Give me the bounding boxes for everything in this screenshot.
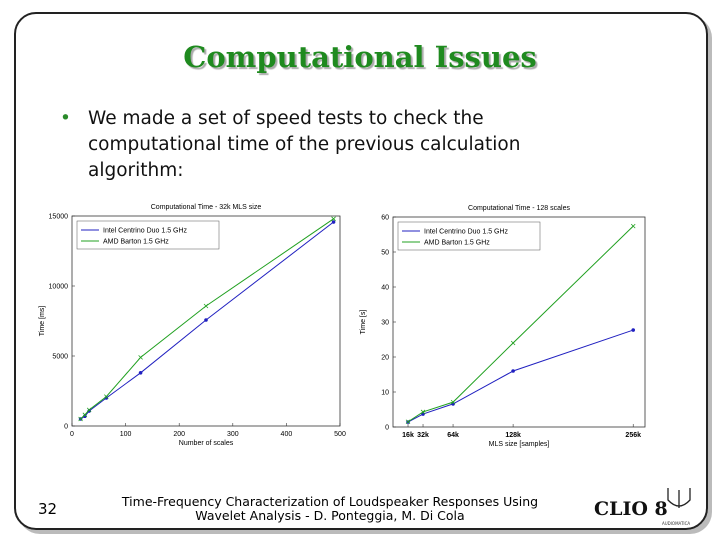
legend-label: Intel Centrino Duo 1.5 GHz [424, 229, 509, 236]
footer-line: Time-Frequency Characterization of Louds… [121, 494, 539, 509]
logo: CLIO 8 [594, 498, 668, 520]
point [331, 216, 336, 222]
point [87, 409, 91, 413]
slide-frame [14, 12, 708, 530]
x-tick-label: 400 [281, 431, 293, 438]
x-tick-label: 32k [417, 432, 429, 439]
legend-label: Intel Centrino Duo 1.5 GHz [103, 228, 188, 235]
y-tick-label: 30 [381, 320, 389, 327]
y-tick-label: 60 [381, 215, 389, 222]
y-tick-label: 20 [381, 355, 389, 362]
chart-title: Computational Time - 128 scales [468, 205, 570, 212]
x-tick-label: 200 [173, 431, 185, 438]
point [331, 220, 336, 224]
point [204, 318, 208, 322]
y-tick-label: 15000 [49, 214, 69, 221]
chart-title: Computational Time - 32k MLS size [151, 204, 262, 211]
point [78, 416, 83, 422]
x-tick-label: 256k [625, 432, 641, 439]
point [630, 223, 636, 229]
point [203, 303, 209, 309]
point [420, 409, 426, 415]
x-tick-label: 500 [334, 431, 346, 438]
point [86, 407, 92, 413]
y-tick-label: 40 [381, 285, 389, 292]
y-tick-label: 0 [385, 425, 389, 432]
x-axis-label: Number of scales [179, 440, 234, 447]
y-axis-label: Time [ms] [39, 306, 46, 337]
x-tick-label: 100 [120, 431, 132, 438]
plot-area [392, 216, 646, 428]
logo-icon [667, 488, 691, 508]
point [138, 371, 143, 375]
y-tick-label: 0 [64, 424, 68, 431]
y-tick-label: 5000 [52, 354, 68, 361]
point [405, 419, 411, 425]
logo-small: AUDIOMATICA [662, 521, 691, 526]
point [104, 394, 109, 399]
footer-line: Wavelet Analysis - D. Ponteggia, M. Di C… [195, 508, 465, 523]
y-tick-label: 10000 [49, 284, 69, 291]
page-number: 32 [38, 500, 58, 518]
point [511, 369, 515, 373]
y-axis-label: Time [s] [360, 310, 367, 335]
charts: Computational Time - 32k MLS size0500010… [39, 204, 646, 448]
bullet: • We made a set of speed tests to check … [60, 106, 520, 181]
point [450, 399, 456, 405]
legend [397, 221, 541, 251]
point [510, 340, 516, 346]
point [631, 328, 636, 332]
legend-label: AMD Barton 1.5 GHz [103, 239, 169, 246]
point [138, 355, 143, 360]
legend [76, 220, 220, 250]
x-tick-label: 16k [402, 432, 414, 439]
point [82, 412, 88, 418]
y-tick-label: 50 [381, 250, 389, 257]
x-tick-label: 300 [227, 431, 239, 438]
footer: Time-Frequency Characterization of Louds… [90, 495, 570, 523]
x-axis-label: MLS size [samples] [489, 441, 550, 448]
bullet-text: We made a set of speed tests to check th… [88, 108, 521, 181]
slide-title: Computational Issues [183, 40, 537, 74]
y-tick-label: 10 [381, 390, 389, 397]
x-tick-label: 0 [70, 431, 74, 438]
x-tick-label: 64k [447, 432, 459, 439]
x-tick-label: 128k [505, 432, 521, 439]
legend-label: AMD Barton 1.5 GHz [424, 240, 490, 247]
